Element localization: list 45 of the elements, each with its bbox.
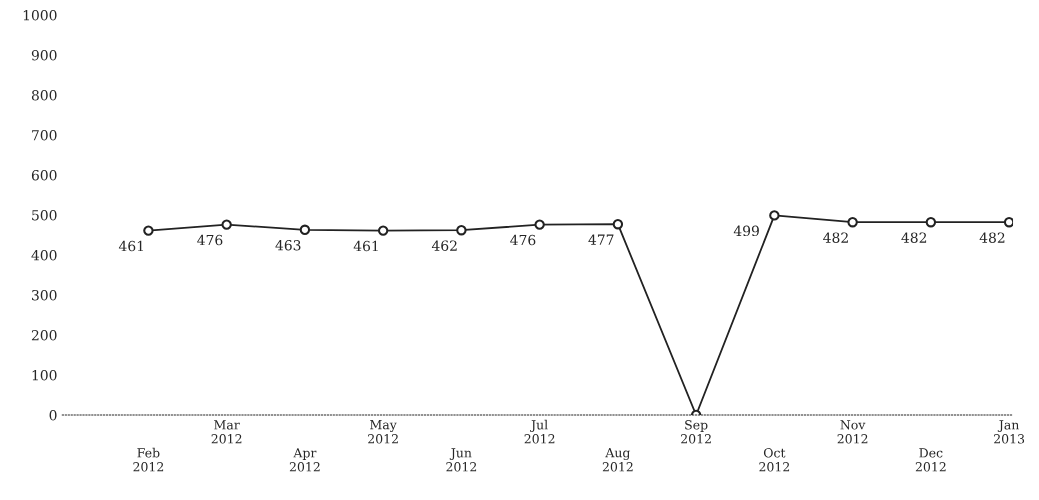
y-tick-label: 100 <box>32 369 57 381</box>
x-tick-label: Jan 2013 <box>994 420 1025 444</box>
point <box>456 224 467 236</box>
point <box>221 219 232 230</box>
data-label: 461 <box>118 240 144 252</box>
point <box>769 210 780 221</box>
x-tick-label: Aug 2012 <box>602 448 633 472</box>
y-tick-label: 0 <box>49 409 57 421</box>
x-tick-label: Jul 2012 <box>524 419 555 444</box>
point <box>377 225 389 236</box>
point <box>847 216 858 228</box>
point <box>143 225 154 236</box>
data-label: 476 <box>197 234 223 246</box>
data-label: 463 <box>275 239 301 251</box>
y-tick-label: 600 <box>31 169 57 181</box>
y-tick-label: 900 <box>31 49 57 61</box>
x-tick-label: Oct 2012 <box>759 448 790 472</box>
data-label: 461 <box>353 240 378 252</box>
y-tick-label: 400 <box>31 249 57 261</box>
y-tick-label: 500 <box>32 209 57 221</box>
y-tick-label: 300 <box>32 289 57 301</box>
data-label: 482 <box>901 232 927 243</box>
point <box>299 224 311 236</box>
point <box>925 216 937 228</box>
x-tick-label: Jun 2012 <box>446 448 477 472</box>
data-label: 477 <box>588 234 614 245</box>
data-label: 462 <box>431 240 457 251</box>
x-tick-label: Nov 2012 <box>837 420 868 444</box>
y-tick-label: 700 <box>32 129 57 141</box>
x-tick-label: Sep 2012 <box>681 420 711 444</box>
point <box>612 218 624 230</box>
y-tick-label: 800 <box>31 89 57 101</box>
data-label: 482 <box>979 232 1005 243</box>
x-tick-label: Mar 2012 <box>211 420 242 444</box>
y-tick-label: 200 <box>31 329 57 341</box>
point <box>1003 216 1014 228</box>
x-tick-label: Dec 2012 <box>915 448 946 472</box>
y-tick-label: 1000 <box>23 9 57 21</box>
x-tick-label: May 2012 <box>368 420 398 444</box>
data-label: 499 <box>733 225 759 237</box>
x-tick-label: Feb 2012 <box>133 447 164 472</box>
data-label: 482 <box>823 232 848 243</box>
point <box>534 219 545 230</box>
data-label: 476 <box>510 234 536 246</box>
x-tick-label: Apr 2012 <box>289 448 320 472</box>
